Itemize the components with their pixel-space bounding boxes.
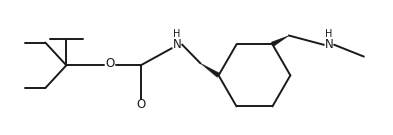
Text: O: O bbox=[136, 98, 145, 111]
Text: H: H bbox=[173, 29, 181, 39]
Text: N: N bbox=[325, 38, 333, 51]
Text: H: H bbox=[325, 29, 332, 39]
Polygon shape bbox=[271, 36, 289, 46]
Text: N: N bbox=[173, 38, 182, 51]
Text: O: O bbox=[105, 57, 115, 70]
Polygon shape bbox=[200, 63, 220, 77]
